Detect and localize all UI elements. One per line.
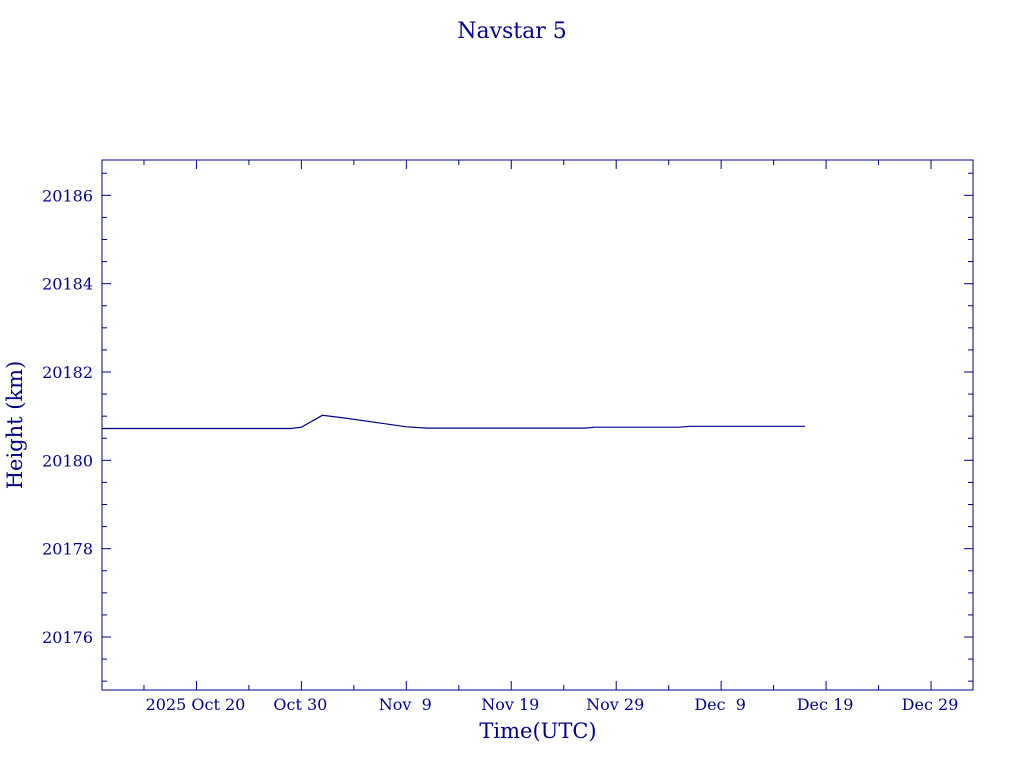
y-tick-labels: 20176 20178 20180 20182 20184 20186	[42, 186, 93, 647]
y-tick-label: 20176	[42, 628, 93, 647]
x-tick-label: Oct 30	[273, 695, 327, 714]
chart-title: Navstar 5	[457, 19, 567, 44]
series-layer	[102, 414, 806, 430]
x-axis-label: Time(UTC)	[479, 719, 596, 743]
y-tick-label: 20180	[42, 451, 93, 470]
y-tick-label: 20186	[42, 186, 93, 205]
y-axis-label: Height (km)	[3, 361, 27, 490]
y-tick-label: 20178	[42, 540, 93, 559]
height-series-line	[102, 414, 806, 430]
x-tick-label: 2025 Oct 20	[146, 695, 246, 714]
y-tick-label: 20184	[42, 275, 93, 294]
x-tick-label: Dec 9	[694, 695, 746, 714]
x-tick-labels: 2025 Oct 20 Oct 30 Nov 9 Nov 19 Nov 29 Dec 9 D…	[146, 695, 959, 714]
x-tick-label: Nov 19	[481, 695, 539, 714]
plot-frame	[101, 159, 974, 691]
x-tick-label: Dec 29	[902, 695, 959, 714]
x-tick-label: Dec 19	[797, 695, 854, 714]
y-tick-label: 20182	[42, 363, 93, 382]
axis-ticks	[102, 160, 973, 690]
x-tick-label: Nov 9	[379, 695, 432, 714]
x-tick-label: Nov 29	[586, 695, 644, 714]
